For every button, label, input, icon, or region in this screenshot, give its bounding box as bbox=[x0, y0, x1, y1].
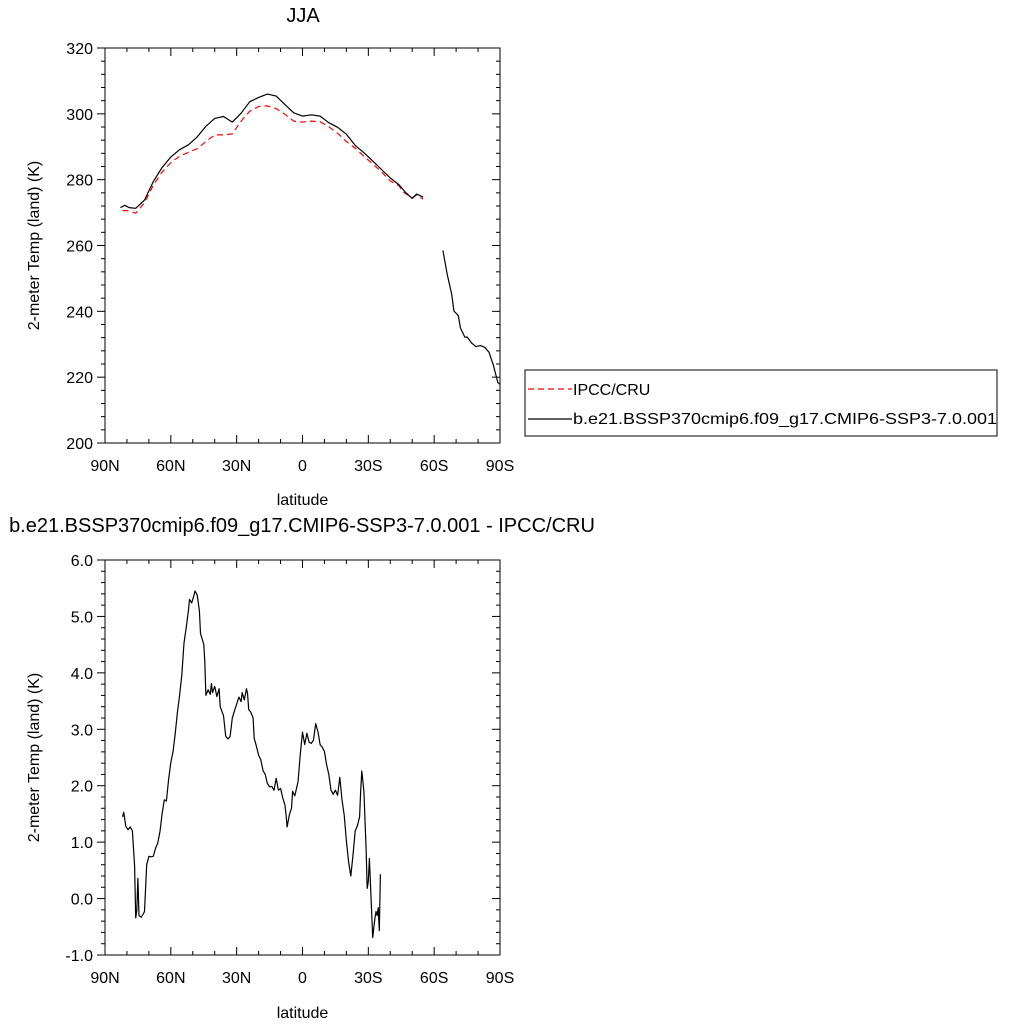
y-tick-label: 320 bbox=[66, 41, 93, 58]
x-tick-label: 90N bbox=[90, 458, 119, 475]
legend-label-ipcc-cru: IPCC/CRU bbox=[573, 382, 650, 399]
x-axis-label-jja: latitude bbox=[277, 492, 329, 509]
chart-difference: b.e21.BSSP370cmip6.f09_g17.CMIP6-SSP3-7.… bbox=[9, 515, 595, 1022]
x-tick-label: 30N bbox=[222, 970, 251, 987]
y-tick-label: 1.0 bbox=[71, 835, 93, 852]
y-tick-label: 260 bbox=[66, 239, 93, 256]
chart-title-jja: JJA bbox=[286, 5, 320, 27]
y-tick-label: 300 bbox=[66, 107, 93, 124]
plot-area-jja bbox=[104, 47, 501, 444]
y-tick-label: 280 bbox=[66, 173, 93, 190]
plot-area-difference bbox=[104, 559, 501, 956]
x-tick-label: 30S bbox=[354, 970, 382, 987]
x-tick-label: 60S bbox=[420, 970, 448, 987]
y-tick-label: -1.0 bbox=[65, 948, 93, 965]
series-line-jja-0 bbox=[122, 105, 424, 214]
series-line-jja-1 bbox=[120, 93, 424, 209]
y-axis-label-difference: 2-meter Temp (land) (K) bbox=[26, 673, 43, 843]
x-tick-label: 60N bbox=[156, 970, 185, 987]
series-lines-jja bbox=[120, 93, 501, 385]
y-tick-label: 240 bbox=[66, 304, 93, 321]
legend-box bbox=[524, 369, 998, 437]
x-tick-label: 30S bbox=[354, 458, 382, 475]
legend-label-model: b.e21.BSSP370cmip6.f09_g17.CMIP6-SSP3-7.… bbox=[573, 411, 997, 428]
chart-title-difference: b.e21.BSSP370cmip6.f09_g17.CMIP6-SSP3-7.… bbox=[9, 515, 595, 537]
ticks-difference: 90N 60N 30N 0 30S 60S 90S -1.0 0.0 1.0 2.0 3.0 4.0 5.… bbox=[65, 553, 514, 987]
y-tick-label: 2.0 bbox=[71, 779, 93, 796]
x-tick-label: 90S bbox=[486, 970, 514, 987]
x-tick-label: 90S bbox=[486, 458, 514, 475]
x-tick-label: 90N bbox=[90, 970, 119, 987]
x-tick-label: 30N bbox=[222, 458, 251, 475]
series-line-difference-0 bbox=[122, 590, 381, 939]
series-line-jja-1 bbox=[442, 250, 501, 385]
y-tick-label: 220 bbox=[66, 370, 93, 387]
y-tick-label: 6.0 bbox=[71, 553, 93, 570]
x-tick-label: 0 bbox=[298, 970, 307, 987]
y-tick-label: 4.0 bbox=[71, 666, 93, 683]
legend: IPCC/CRU b.e21.BSSP370cmip6.f09_g17.CMIP… bbox=[524, 369, 998, 437]
x-tick-label: 60N bbox=[156, 458, 185, 475]
x-tick-label: 60S bbox=[420, 458, 448, 475]
x-axis-label-difference: latitude bbox=[277, 1005, 329, 1022]
y-tick-label: 0.0 bbox=[71, 892, 93, 909]
y-tick-label: 3.0 bbox=[71, 722, 93, 739]
x-tick-label: 0 bbox=[298, 458, 307, 475]
y-tick-label: 5.0 bbox=[71, 609, 93, 626]
ticks-jja: 90N 60N 30N 0 30S 60S 90S 200 220 240 260 280 300 320 bbox=[66, 41, 514, 475]
chart-jja: JJA 90N 60N 30N 0 30S 60S 90S 200 220 240 260 280 30… bbox=[26, 5, 998, 509]
y-tick-label: 200 bbox=[66, 436, 93, 453]
y-axis-label-jja: 2-meter Temp (land) (K) bbox=[26, 161, 43, 331]
series-lines-difference bbox=[122, 590, 381, 939]
